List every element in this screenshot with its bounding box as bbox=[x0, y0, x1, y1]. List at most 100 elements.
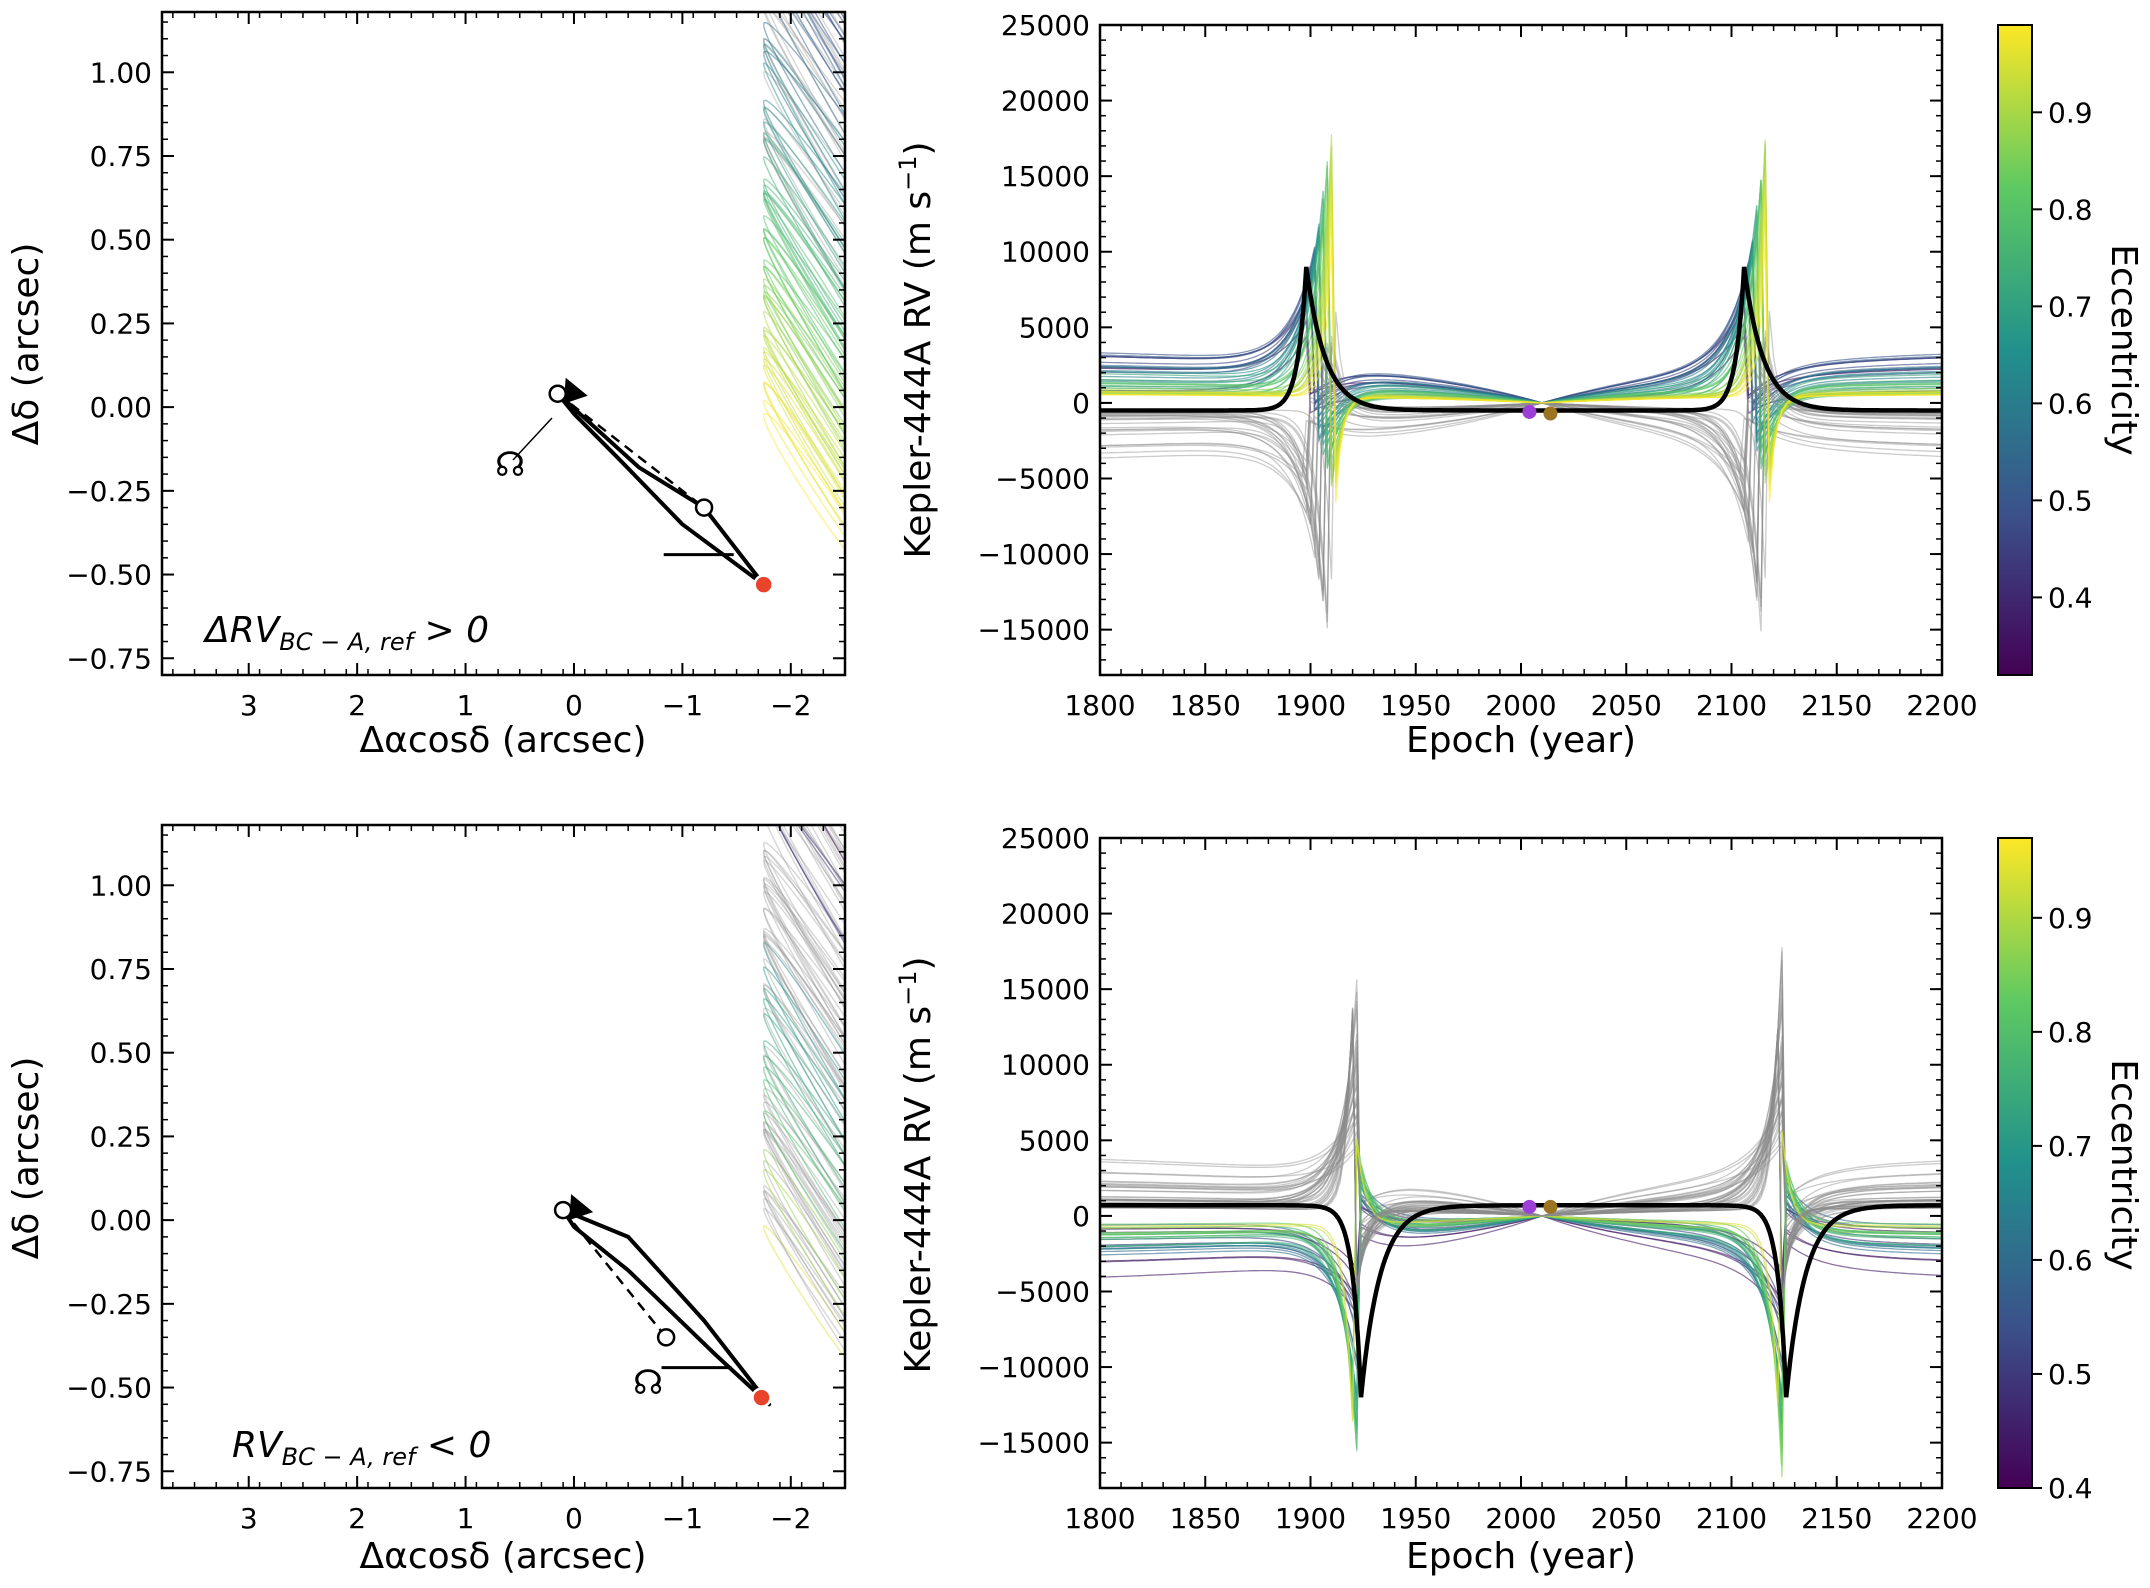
orbit-sample bbox=[763, 908, 845, 1067]
orbit-sample bbox=[763, 265, 845, 419]
orbit-sample bbox=[763, 931, 845, 1092]
orbit-sample bbox=[763, 1101, 845, 1245]
ascending-node-marker bbox=[553, 1200, 573, 1220]
rv-top-frame bbox=[1098, 23, 1944, 677]
best-fit-orbit-bottom bbox=[553, 1194, 772, 1408]
y-tick-label: 0.75 bbox=[90, 953, 152, 986]
x-tick-label: 2200 bbox=[1906, 1502, 1977, 1535]
orbit-sample bbox=[763, 190, 845, 339]
rv-sample bbox=[1100, 1130, 1942, 1422]
y-tick-label: 0.00 bbox=[90, 391, 152, 424]
orbit-sample bbox=[763, 136, 845, 289]
orbit-sample bbox=[763, 1120, 845, 1269]
node-symbol-bottom: ☊ bbox=[633, 1363, 663, 1403]
orbit-sample bbox=[763, 1128, 845, 1279]
orbit-sample bbox=[763, 266, 845, 413]
orbit-sample bbox=[763, 382, 845, 527]
orbit-sample bbox=[840, 12, 845, 20]
rv-sample bbox=[1100, 355, 1942, 570]
rv-sample bbox=[1100, 402, 1942, 514]
rv-top-xlabel: Epoch (year) bbox=[1406, 720, 1636, 761]
rv-sample bbox=[1100, 976, 1942, 1287]
y-tick-label: 5000 bbox=[1019, 1124, 1090, 1157]
orbit-ensemble-bottom bbox=[762, 825, 845, 1359]
rv-sample bbox=[1100, 195, 1942, 477]
colorbar-tick-label: 0.7 bbox=[2048, 1130, 2093, 1163]
rv-sample bbox=[1100, 341, 1942, 629]
y-tick-label: 0.50 bbox=[90, 224, 152, 257]
x-tick-label: 1850 bbox=[1170, 1502, 1241, 1535]
rv-sample bbox=[1100, 1052, 1942, 1256]
orbit-sample bbox=[763, 215, 845, 363]
best-fit-rv-curve bbox=[1100, 1203, 1942, 1398]
rv-bottom-frame bbox=[1098, 836, 1944, 1490]
rv-sample bbox=[1100, 369, 1942, 550]
rv-sample bbox=[1100, 348, 1942, 602]
rv-sample bbox=[1100, 1109, 1942, 1217]
sky-top-frame bbox=[160, 10, 847, 677]
sky-top-ticks: 3 2 1 0 −1 −2 −0.75 −0.50 −0.25 0.00 0.25 0.50 0.75 1… bbox=[66, 12, 846, 722]
y-tick-label: 5000 bbox=[1019, 311, 1090, 344]
y-tick-label: −0.50 bbox=[66, 559, 152, 592]
rv-sample bbox=[1100, 186, 1942, 478]
sky-top-ylabel: Δδ (arcsec) bbox=[6, 243, 47, 446]
orbit-sample bbox=[763, 1087, 845, 1233]
colorbar-bottom-ticks: 0.4 0.5 0.6 0.7 0.8 0.9 bbox=[2032, 902, 2093, 1505]
y-tick-label: 1.00 bbox=[90, 56, 152, 89]
x-tick-label: −2 bbox=[770, 1502, 811, 1535]
sky-plot-bottom: 3 2 1 0 −1 −2 −0.75 −0.50 −0.25 0.00 0.25 0.50 0.75 1… bbox=[6, 823, 847, 1577]
rv-sample bbox=[1100, 1017, 1942, 1303]
x-tick-label: 1850 bbox=[1170, 689, 1241, 722]
orbit-sample bbox=[763, 43, 845, 206]
x-tick-label: 0 bbox=[565, 1502, 583, 1535]
rv-sample bbox=[1100, 1076, 1942, 1259]
rv-sample bbox=[1100, 208, 1942, 465]
y-tick-label: 0 bbox=[1072, 387, 1090, 420]
orbit-sample bbox=[763, 351, 845, 498]
y-tick-label: −15000 bbox=[977, 1427, 1090, 1460]
y-tick-label: −0.25 bbox=[66, 475, 152, 508]
x-tick-label: 1950 bbox=[1380, 689, 1451, 722]
orbit-sample bbox=[763, 334, 845, 482]
orbit-sample bbox=[763, 987, 845, 1142]
orbit-sample bbox=[763, 291, 845, 436]
reference-position-marker bbox=[753, 574, 774, 595]
colorbar-bottom-label: Eccentricity bbox=[2103, 1059, 2144, 1270]
rv-sample bbox=[1100, 340, 1942, 596]
rv-sample bbox=[1100, 226, 1942, 435]
rv-sample bbox=[1100, 1139, 1942, 1217]
x-tick-label: 1 bbox=[457, 689, 475, 722]
colorbar-tick-label: 0.5 bbox=[2048, 484, 2093, 517]
colorbar-tick-label: 0.9 bbox=[2048, 902, 2093, 935]
rv-sample bbox=[1100, 399, 1942, 485]
orbit-sample bbox=[763, 1207, 845, 1343]
rv-sample bbox=[1100, 143, 1942, 487]
rv-sample bbox=[1100, 200, 1942, 485]
x-tick-label: 2000 bbox=[1485, 689, 1556, 722]
descending-node-marker bbox=[694, 498, 714, 517]
orbit-sample bbox=[763, 284, 845, 426]
orbit-sample bbox=[763, 1078, 845, 1230]
sky-plot-top: 3 2 1 0 −1 −2 −0.75 −0.50 −0.25 0.00 0.25 0.50 0.75 1… bbox=[6, 10, 847, 761]
orbit-sample bbox=[763, 138, 845, 292]
y-tick-label: 10000 bbox=[1001, 236, 1090, 269]
ascending-node-marker bbox=[548, 384, 567, 403]
sky-top-xlabel: Δαcosδ (arcsec) bbox=[359, 720, 646, 761]
rv-sample bbox=[1100, 1215, 1942, 1324]
rv-top-ticks: 1800 1850 1900 1950 2000 2050 2100 2150 2200 −150… bbox=[977, 9, 1977, 722]
orbit-sample bbox=[763, 1066, 845, 1213]
orbit-sample bbox=[814, 12, 845, 66]
x-tick-label: 2200 bbox=[1906, 689, 1977, 722]
rv-sample bbox=[1100, 1040, 1942, 1258]
colorbar-tick-label: 0.4 bbox=[2048, 1472, 2093, 1505]
orbit-sample bbox=[763, 399, 845, 538]
orbit-sample bbox=[763, 1168, 845, 1318]
rv-sample bbox=[1100, 947, 1942, 1291]
rv-sample bbox=[1100, 1009, 1942, 1303]
orbit-sample bbox=[763, 1130, 845, 1288]
y-tick-label: 25000 bbox=[1001, 822, 1090, 855]
orbit-sample bbox=[763, 1013, 845, 1167]
orbit-sample bbox=[763, 1110, 845, 1254]
sky-bottom-xlabel: Δαcosδ (arcsec) bbox=[359, 1536, 646, 1577]
rv-sample bbox=[1100, 164, 1942, 471]
